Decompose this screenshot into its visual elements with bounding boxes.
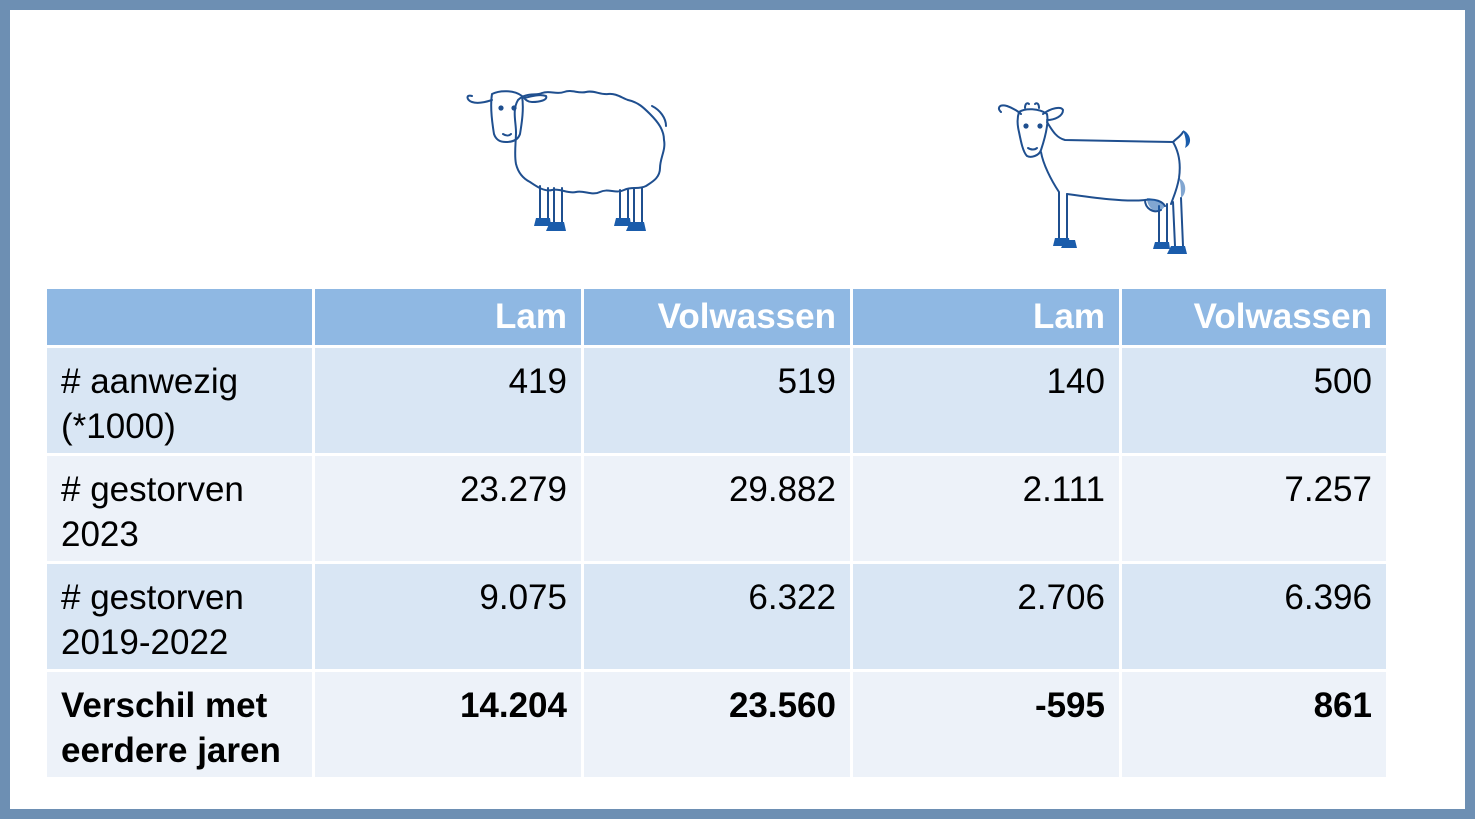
cell-value: 500: [1122, 348, 1386, 453]
cell-value: 9.075: [315, 564, 581, 669]
header-cell-goat-adult: Volwassen: [1122, 289, 1386, 345]
cell-value: 23.279: [315, 456, 581, 561]
table-row: # aanwezig (*1000) 419 519 140 500: [47, 348, 1386, 453]
cell-value: 6.322: [584, 564, 850, 669]
row-label: Verschil met eerdere jaren: [47, 672, 312, 777]
cell-value: 519: [584, 348, 850, 453]
header-cell-goat-lamb: Lam: [853, 289, 1119, 345]
row-label: # aanwezig (*1000): [47, 348, 312, 453]
table-row: # gestorven 2019-2022 9.075 6.322 2.706 6…: [47, 564, 1386, 669]
cell-value: 6.396: [1122, 564, 1386, 669]
cell-value: 419: [315, 348, 581, 453]
sheep-icon: [466, 90, 667, 231]
cell-value: 861: [1122, 672, 1386, 777]
row-label: # gestorven 2019-2022: [47, 564, 312, 669]
row-label: # gestorven 2023: [47, 456, 312, 561]
cell-value: -595: [853, 672, 1119, 777]
slide: Lam Volwassen Lam Volwassen # aanwezig (*…: [10, 10, 1465, 809]
mortality-table: Lam Volwassen Lam Volwassen # aanwezig (*…: [44, 286, 1389, 780]
header-cell-empty: [47, 289, 312, 345]
cell-value: 23.560: [584, 672, 850, 777]
goat-icon: [998, 102, 1191, 254]
cell-value: 7.257: [1122, 456, 1386, 561]
cell-value: 29.882: [584, 456, 850, 561]
table-row: # gestorven 2023 23.279 29.882 2.111 7.25…: [47, 456, 1386, 561]
cell-value: 2.706: [853, 564, 1119, 669]
table-row-total: Verschil met eerdere jaren 14.204 23.560 …: [47, 672, 1386, 777]
cell-value: 14.204: [315, 672, 581, 777]
header-row: Lam Volwassen Lam Volwassen: [47, 289, 1386, 345]
header-cell-sheep-adult: Volwassen: [584, 289, 850, 345]
cell-value: 2.111: [853, 456, 1119, 561]
header-cell-sheep-lamb: Lam: [315, 289, 581, 345]
cell-value: 140: [853, 348, 1119, 453]
